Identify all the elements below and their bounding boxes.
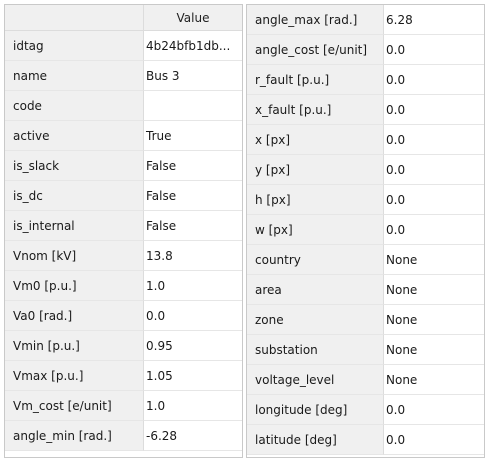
property-name: voltage_level [247, 365, 384, 395]
table-row[interactable]: Va0 [rad.] 0.0 [5, 301, 242, 331]
table-row[interactable]: zone None [247, 305, 484, 335]
property-name: x [px] [247, 125, 384, 155]
property-name: area [247, 275, 384, 305]
property-value[interactable]: 4b24bfb1db... [144, 31, 242, 61]
property-value[interactable]: 0.95 [144, 331, 242, 361]
table-row[interactable]: country None [247, 245, 484, 275]
table-row[interactable]: w [px] 0.0 [247, 215, 484, 245]
property-value[interactable]: None [384, 305, 484, 335]
table-row[interactable]: x_fault [p.u.] 0.0 [247, 95, 484, 125]
table-row[interactable]: code [5, 91, 242, 121]
table-row[interactable]: angle_cost [e/unit] 0.0 [247, 35, 484, 65]
property-name: Vm_cost [e/unit] [5, 391, 144, 421]
property-value[interactable]: 0.0 [384, 185, 484, 215]
property-value[interactable]: 1.0 [144, 271, 242, 301]
table-row[interactable]: area None [247, 275, 484, 305]
table-row[interactable]: x [px] 0.0 [247, 125, 484, 155]
property-value[interactable]: False [144, 151, 242, 181]
property-value[interactable]: False [144, 181, 242, 211]
property-value[interactable]: 1.0 [144, 391, 242, 421]
property-value[interactable]: Bus 3 [144, 61, 242, 91]
right-property-table: angle_max [rad.] 6.28 angle_cost [e/unit] 0… [246, 4, 485, 458]
property-value[interactable]: -6.28 [144, 421, 242, 451]
table-row[interactable]: is_dc False [5, 181, 242, 211]
property-value[interactable]: None [384, 335, 484, 365]
property-name: is_dc [5, 181, 144, 211]
property-name: longitude [deg] [247, 395, 384, 425]
property-name: h [px] [247, 185, 384, 215]
table-row[interactable]: is_internal False [5, 211, 242, 241]
table-row[interactable]: Vmin [p.u.] 0.95 [5, 331, 242, 361]
table-row[interactable]: Vmax [p.u.] 1.05 [5, 361, 242, 391]
table-row[interactable]: angle_min [rad.] -6.28 [5, 421, 242, 451]
property-value[interactable]: 0.0 [384, 35, 484, 65]
property-name: Vm0 [p.u.] [5, 271, 144, 301]
property-name: idtag [5, 31, 144, 61]
property-value[interactable]: True [144, 121, 242, 151]
property-value[interactable]: 0.0 [384, 65, 484, 95]
left-rows: idtag 4b24bfb1db... name Bus 3 code active Tru… [5, 31, 242, 451]
property-name: zone [247, 305, 384, 335]
table-header: Value [5, 5, 242, 31]
right-rows: angle_max [rad.] 6.28 angle_cost [e/unit] 0… [247, 5, 484, 455]
property-name: y [px] [247, 155, 384, 185]
property-value[interactable]: 6.28 [384, 5, 484, 35]
property-name: name [5, 61, 144, 91]
table-row[interactable]: longitude [deg] 0.0 [247, 395, 484, 425]
property-name: angle_min [rad.] [5, 421, 144, 451]
property-name: Vnom [kV] [5, 241, 144, 271]
table-row[interactable]: voltage_level None [247, 365, 484, 395]
table-row[interactable]: name Bus 3 [5, 61, 242, 91]
property-value[interactable]: None [384, 245, 484, 275]
table-row[interactable]: substation None [247, 335, 484, 365]
property-value[interactable]: 0.0 [384, 215, 484, 245]
table-row[interactable]: y [px] 0.0 [247, 155, 484, 185]
property-name: Vmin [p.u.] [5, 331, 144, 361]
table-row[interactable]: idtag 4b24bfb1db... [5, 31, 242, 61]
property-value[interactable]: 0.0 [384, 395, 484, 425]
property-name: country [247, 245, 384, 275]
property-value[interactable]: 0.0 [384, 95, 484, 125]
property-name: Vmax [p.u.] [5, 361, 144, 391]
property-value[interactable]: False [144, 211, 242, 241]
property-value[interactable]: None [384, 275, 484, 305]
table-row[interactable]: Vm0 [p.u.] 1.0 [5, 271, 242, 301]
property-name: angle_max [rad.] [247, 5, 384, 35]
table-row[interactable]: latitude [deg] 0.0 [247, 425, 484, 455]
value-column-header: Value [144, 5, 242, 31]
property-value[interactable]: 0.0 [144, 301, 242, 331]
table-row[interactable]: r_fault [p.u.] 0.0 [247, 65, 484, 95]
property-name: w [px] [247, 215, 384, 245]
property-value[interactable]: None [384, 365, 484, 395]
table-row[interactable]: active True [5, 121, 242, 151]
property-name: code [5, 91, 144, 121]
property-name: angle_cost [e/unit] [247, 35, 384, 65]
property-value[interactable]: 13.8 [144, 241, 242, 271]
property-name: is_internal [5, 211, 144, 241]
property-value[interactable]: 0.0 [384, 125, 484, 155]
property-value[interactable]: 0.0 [384, 425, 484, 455]
table-row[interactable]: is_slack False [5, 151, 242, 181]
property-name: active [5, 121, 144, 151]
table-row[interactable]: h [px] 0.0 [247, 185, 484, 215]
property-name: substation [247, 335, 384, 365]
property-name: is_slack [5, 151, 144, 181]
property-name: Va0 [rad.] [5, 301, 144, 331]
table-row[interactable]: angle_max [rad.] 6.28 [247, 5, 484, 35]
table-row[interactable]: Vm_cost [e/unit] 1.0 [5, 391, 242, 421]
name-column-header [5, 5, 144, 31]
table-row[interactable]: Vnom [kV] 13.8 [5, 241, 242, 271]
property-name: x_fault [p.u.] [247, 95, 384, 125]
left-property-table: Value idtag 4b24bfb1db... name Bus 3 code act… [4, 4, 243, 458]
property-name: r_fault [p.u.] [247, 65, 384, 95]
property-value[interactable]: 0.0 [384, 155, 484, 185]
property-value[interactable] [144, 91, 242, 121]
property-value[interactable]: 1.05 [144, 361, 242, 391]
property-name: latitude [deg] [247, 425, 384, 455]
